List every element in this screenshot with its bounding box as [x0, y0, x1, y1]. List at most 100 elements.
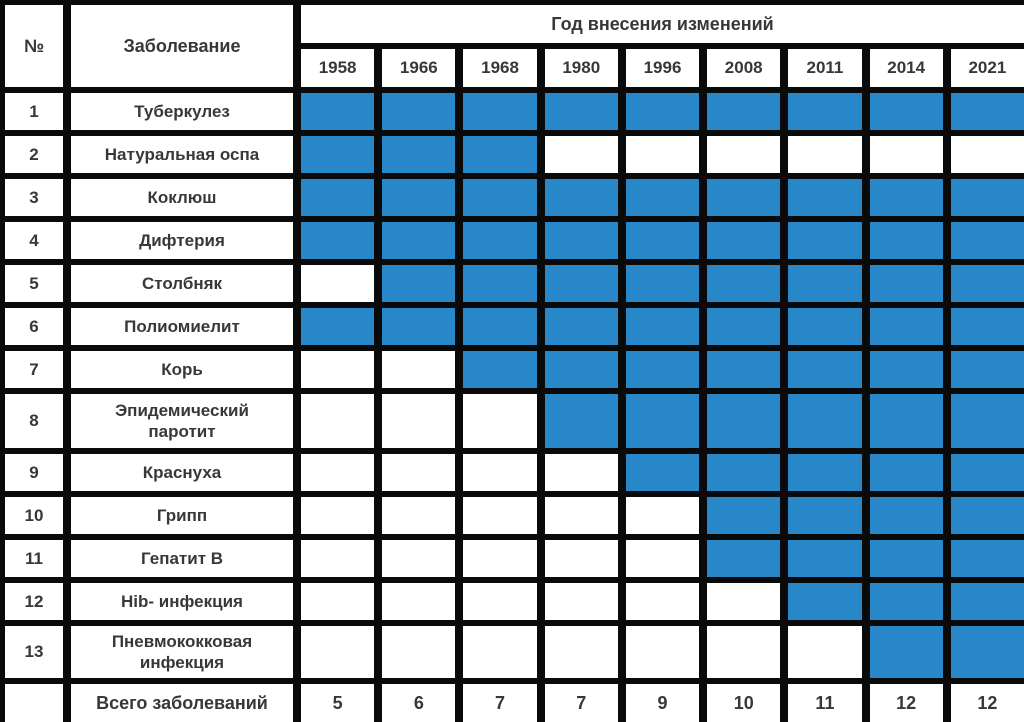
matrix-cell-6-2021 [950, 308, 1024, 345]
disease-label: Hib- инфекция [71, 583, 293, 620]
matrix-cell-9-2008 [707, 454, 781, 491]
matrix-cell-12-1968 [463, 583, 537, 620]
disease-label: Грипп [71, 497, 293, 534]
matrix-cell-12-1958 [301, 583, 375, 620]
matrix-cell-1-2021 [950, 93, 1024, 130]
matrix-cell-8-2014 [869, 394, 943, 448]
matrix-cell-11-2014 [869, 540, 943, 577]
row-number: 8 [5, 394, 63, 448]
matrix-cell-4-1958 [301, 222, 375, 259]
matrix-cell-6-1968 [463, 308, 537, 345]
footer-total-1968: 7 [463, 684, 537, 722]
column-header-year-2008: 2008 [707, 49, 781, 87]
matrix-cell-1-2011 [788, 93, 862, 130]
matrix-cell-9-2011 [788, 454, 862, 491]
footer-total-1980: 7 [544, 684, 618, 722]
matrix-cell-7-1966 [382, 351, 456, 388]
matrix-cell-1-1996 [625, 93, 700, 130]
matrix-cell-6-2008 [707, 308, 781, 345]
matrix-cell-9-1996 [625, 454, 700, 491]
matrix-cell-8-2011 [788, 394, 862, 448]
footer-total-2014: 12 [869, 684, 943, 722]
matrix-cell-7-2021 [950, 351, 1024, 388]
matrix-cell-11-1980 [544, 540, 618, 577]
row-number: 5 [5, 265, 63, 302]
row-number: 3 [5, 179, 63, 216]
matrix-cell-3-1966 [382, 179, 456, 216]
disease-label: Натуральная оспа [71, 136, 293, 173]
matrix-cell-4-1966 [382, 222, 456, 259]
matrix-cell-2-1980 [544, 136, 618, 173]
disease-label: Пневмококковая инфекция [71, 626, 293, 678]
column-header-year-1958: 1958 [301, 49, 375, 87]
matrix-cell-13-1996 [625, 626, 700, 678]
footer-empty-cell [5, 684, 63, 722]
matrix-cell-7-1968 [463, 351, 537, 388]
row-number: 12 [5, 583, 63, 620]
matrix-cell-10-2008 [707, 497, 781, 534]
matrix-cell-7-2011 [788, 351, 862, 388]
matrix-cell-2-1958 [301, 136, 375, 173]
matrix-cell-5-1996 [625, 265, 700, 302]
matrix-cell-4-2011 [788, 222, 862, 259]
column-header-year-2021: 2021 [950, 49, 1024, 87]
footer-label: Всего заболеваний [71, 684, 293, 722]
matrix-cell-10-2011 [788, 497, 862, 534]
matrix-cell-5-2021 [950, 265, 1024, 302]
matrix-cell-3-1968 [463, 179, 537, 216]
matrix-cell-8-1968 [463, 394, 537, 448]
disease-label: Корь [71, 351, 293, 388]
matrix-cell-5-1968 [463, 265, 537, 302]
matrix-cell-5-2008 [707, 265, 781, 302]
column-header-year-1968: 1968 [463, 49, 537, 87]
matrix-cell-13-2011 [788, 626, 862, 678]
matrix-cell-7-1958 [301, 351, 375, 388]
matrix-cell-13-1980 [544, 626, 618, 678]
matrix-cell-10-1980 [544, 497, 618, 534]
matrix-cell-3-2011 [788, 179, 862, 216]
matrix-cell-1-1966 [382, 93, 456, 130]
matrix-cell-11-2011 [788, 540, 862, 577]
matrix-cell-13-1968 [463, 626, 537, 678]
matrix-cell-6-2014 [869, 308, 943, 345]
row-number: 4 [5, 222, 63, 259]
matrix-cell-13-2021 [950, 626, 1024, 678]
matrix-cell-7-1996 [625, 351, 700, 388]
disease-label: Полиомиелит [71, 308, 293, 345]
matrix-cell-4-1980 [544, 222, 618, 259]
matrix-cell-12-1980 [544, 583, 618, 620]
column-header-number: № [5, 5, 63, 87]
matrix-cell-7-2008 [707, 351, 781, 388]
column-header-year-group: Год внесения изменений [301, 5, 1024, 43]
matrix-cell-1-2014 [869, 93, 943, 130]
matrix-cell-2-2011 [788, 136, 862, 173]
matrix-cell-8-1966 [382, 394, 456, 448]
matrix-cell-12-2014 [869, 583, 943, 620]
disease-label: Гепатит В [71, 540, 293, 577]
matrix-cell-4-1996 [625, 222, 700, 259]
matrix-cell-6-1980 [544, 308, 618, 345]
matrix-cell-10-2014 [869, 497, 943, 534]
footer-total-1958: 5 [301, 684, 375, 722]
disease-label: Туберкулез [71, 93, 293, 130]
matrix-cell-2-1966 [382, 136, 456, 173]
matrix-cell-2-1996 [625, 136, 700, 173]
disease-label: Эпидемический паротит [71, 394, 293, 448]
column-header-year-2014: 2014 [869, 49, 943, 87]
disease-label: Коклюш [71, 179, 293, 216]
matrix-cell-11-1966 [382, 540, 456, 577]
matrix-cell-9-1980 [544, 454, 618, 491]
matrix-cell-13-2008 [707, 626, 781, 678]
matrix-cell-4-1968 [463, 222, 537, 259]
matrix-cell-5-1966 [382, 265, 456, 302]
matrix-cell-11-1968 [463, 540, 537, 577]
column-header-disease: Заболевание [71, 5, 293, 87]
matrix-cell-9-1966 [382, 454, 456, 491]
footer-total-1966: 6 [382, 684, 456, 722]
matrix-cell-11-1958 [301, 540, 375, 577]
matrix-cell-2-2021 [950, 136, 1024, 173]
matrix-cell-12-1996 [625, 583, 700, 620]
row-number: 7 [5, 351, 63, 388]
matrix-cell-12-2021 [950, 583, 1024, 620]
matrix-cell-5-1980 [544, 265, 618, 302]
